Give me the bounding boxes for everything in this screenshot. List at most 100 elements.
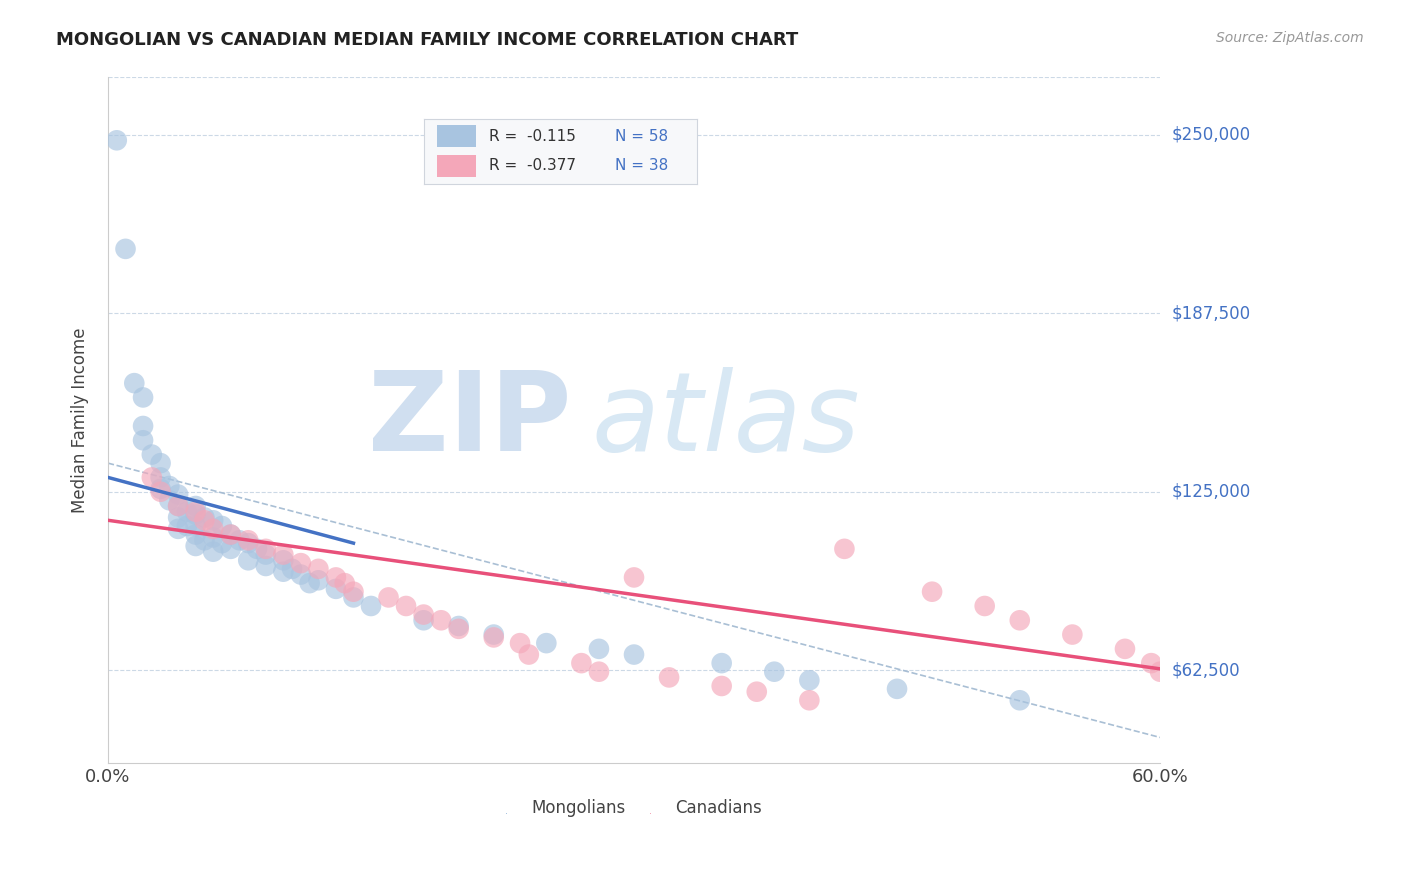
Point bbox=[799, 673, 821, 688]
Point bbox=[254, 559, 277, 574]
Point bbox=[325, 582, 347, 596]
Point bbox=[1062, 627, 1084, 641]
Point bbox=[149, 456, 172, 470]
Point bbox=[254, 541, 277, 556]
Point bbox=[342, 591, 364, 605]
Point bbox=[430, 613, 453, 627]
Point bbox=[246, 541, 269, 556]
Point bbox=[290, 556, 312, 570]
Point bbox=[202, 522, 225, 536]
Point bbox=[1149, 665, 1171, 679]
Point bbox=[281, 562, 304, 576]
Point bbox=[623, 570, 645, 584]
Point bbox=[114, 242, 136, 256]
Point bbox=[886, 681, 908, 696]
Point bbox=[290, 567, 312, 582]
Point bbox=[141, 470, 163, 484]
Point bbox=[202, 513, 225, 527]
Point bbox=[184, 499, 207, 513]
Point bbox=[105, 133, 128, 147]
Text: Source: ZipAtlas.com: Source: ZipAtlas.com bbox=[1216, 31, 1364, 45]
Point bbox=[202, 545, 225, 559]
Point bbox=[517, 648, 540, 662]
Point bbox=[132, 391, 155, 405]
Point bbox=[588, 641, 610, 656]
Point bbox=[157, 479, 180, 493]
Point bbox=[176, 519, 198, 533]
Text: $62,500: $62,500 bbox=[1171, 661, 1240, 680]
Point bbox=[333, 576, 356, 591]
Point bbox=[193, 510, 215, 524]
Point bbox=[193, 533, 215, 548]
Point bbox=[1008, 613, 1031, 627]
Text: $187,500: $187,500 bbox=[1171, 304, 1250, 322]
Point bbox=[254, 548, 277, 562]
Point bbox=[447, 619, 470, 633]
Point bbox=[509, 636, 531, 650]
Point bbox=[273, 565, 295, 579]
Point bbox=[157, 493, 180, 508]
Point bbox=[219, 541, 242, 556]
Point bbox=[238, 536, 260, 550]
Point bbox=[211, 519, 233, 533]
Y-axis label: Median Family Income: Median Family Income bbox=[72, 327, 89, 513]
Point bbox=[193, 513, 215, 527]
Point bbox=[167, 487, 190, 501]
Point bbox=[184, 508, 207, 522]
Point bbox=[307, 574, 329, 588]
Point bbox=[219, 527, 242, 541]
Text: MONGOLIAN VS CANADIAN MEDIAN FAMILY INCOME CORRELATION CHART: MONGOLIAN VS CANADIAN MEDIAN FAMILY INCO… bbox=[56, 31, 799, 49]
Point bbox=[1140, 656, 1163, 670]
Point bbox=[273, 548, 295, 562]
Point bbox=[377, 591, 399, 605]
Point bbox=[167, 510, 190, 524]
Point bbox=[184, 527, 207, 541]
Point bbox=[658, 670, 681, 684]
Point bbox=[921, 584, 943, 599]
Text: $125,000: $125,000 bbox=[1171, 483, 1250, 500]
Point bbox=[132, 419, 155, 434]
Point bbox=[536, 636, 558, 650]
Point bbox=[588, 665, 610, 679]
Point bbox=[307, 562, 329, 576]
Point bbox=[342, 584, 364, 599]
Point bbox=[167, 499, 190, 513]
Point bbox=[184, 505, 207, 519]
Point bbox=[141, 448, 163, 462]
Point bbox=[167, 499, 190, 513]
Point bbox=[395, 599, 418, 613]
Point bbox=[167, 522, 190, 536]
Point bbox=[238, 553, 260, 567]
Point bbox=[482, 627, 505, 641]
Point bbox=[132, 434, 155, 448]
Point bbox=[482, 631, 505, 645]
Point bbox=[834, 541, 856, 556]
Point bbox=[149, 484, 172, 499]
Point bbox=[623, 648, 645, 662]
Point bbox=[447, 622, 470, 636]
Point bbox=[412, 607, 434, 622]
Text: atlas: atlas bbox=[592, 367, 860, 474]
Point bbox=[202, 530, 225, 544]
Point bbox=[571, 656, 593, 670]
Point bbox=[149, 470, 172, 484]
Point bbox=[149, 482, 172, 496]
Point bbox=[184, 539, 207, 553]
Text: $250,000: $250,000 bbox=[1171, 126, 1250, 144]
Point bbox=[238, 533, 260, 548]
Point bbox=[745, 684, 768, 698]
Point bbox=[710, 679, 733, 693]
Point bbox=[228, 533, 250, 548]
Point bbox=[298, 576, 321, 591]
Point bbox=[1114, 641, 1136, 656]
Point bbox=[360, 599, 382, 613]
Point bbox=[325, 570, 347, 584]
Point bbox=[412, 613, 434, 627]
Text: ZIP: ZIP bbox=[367, 367, 571, 474]
Point bbox=[763, 665, 786, 679]
Point bbox=[219, 527, 242, 541]
Point bbox=[973, 599, 995, 613]
Point bbox=[1008, 693, 1031, 707]
Point bbox=[184, 519, 207, 533]
Point bbox=[710, 656, 733, 670]
